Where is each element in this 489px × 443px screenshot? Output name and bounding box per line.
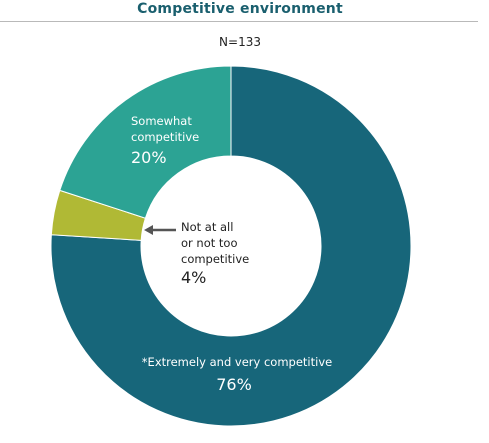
value-not-at-all-competitive: 4% [181,268,206,287]
pointer-arrow-head [144,225,153,235]
labels-group: *Extremely and very competitive 76% Somewh… [131,114,332,394]
value-extremely-very-competitive: 76% [216,375,252,394]
slice-somewhat-competitive [59,65,232,219]
label-not-at-all-competitive-line: or not too [181,236,238,250]
label-not-at-all-competitive-line: Not at all [181,220,233,234]
title-divider [0,21,478,22]
label-not-at-all-competitive-line: competitive [181,252,249,266]
chart-title: Competitive environment [137,1,343,17]
slice-extremely-very-competitive [50,65,412,427]
label-somewhat-competitive-line: Somewhat [131,114,192,128]
value-somewhat-competitive: 20% [131,148,167,167]
slices-group [50,65,412,427]
chart-subtitle: N=133 [219,35,261,49]
label-somewhat-competitive-line: competitive [131,130,199,144]
label-extremely-very-competitive: *Extremely and very competitive [142,355,332,369]
